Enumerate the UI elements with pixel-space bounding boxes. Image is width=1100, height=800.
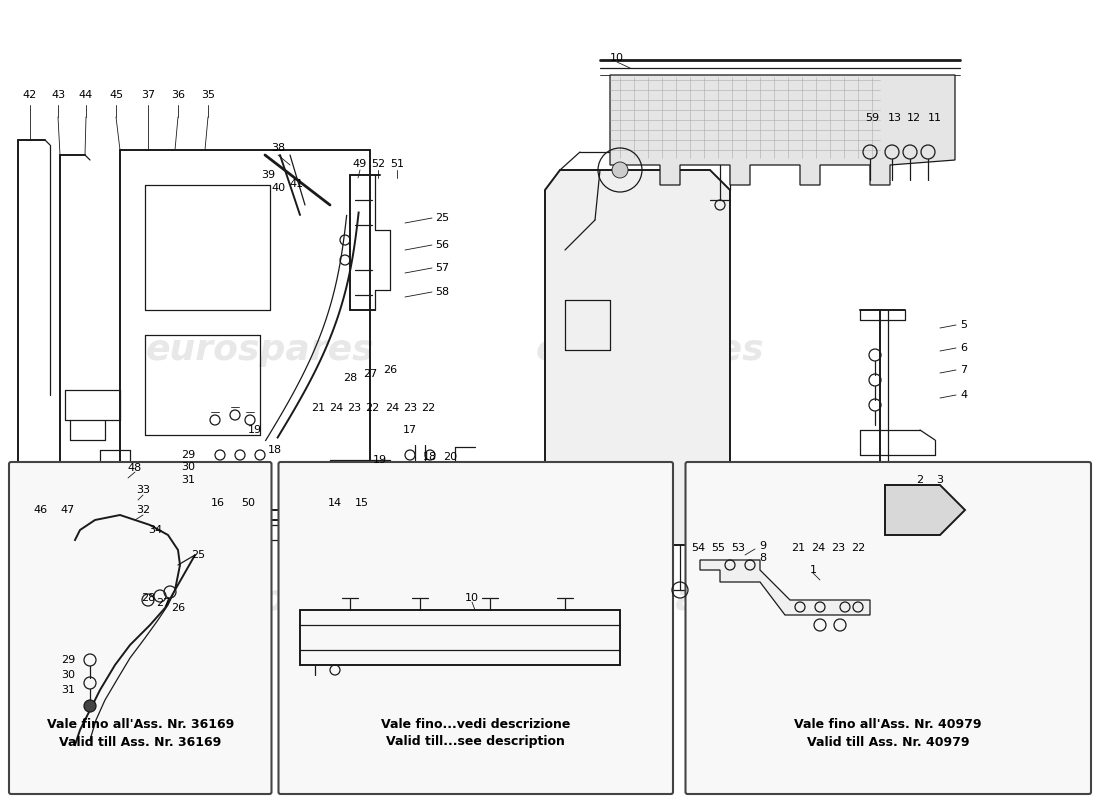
Text: 32: 32 bbox=[136, 505, 150, 515]
Text: 34: 34 bbox=[147, 525, 162, 535]
Text: 44: 44 bbox=[79, 90, 94, 100]
Text: 40: 40 bbox=[271, 183, 285, 193]
Text: 23: 23 bbox=[830, 543, 845, 553]
Text: eurospares: eurospares bbox=[145, 333, 374, 367]
Text: 10: 10 bbox=[610, 53, 624, 63]
Text: 12: 12 bbox=[906, 113, 921, 123]
FancyBboxPatch shape bbox=[278, 462, 673, 794]
Text: 31: 31 bbox=[60, 685, 75, 695]
Text: 2: 2 bbox=[916, 475, 924, 485]
Text: 37: 37 bbox=[141, 90, 155, 100]
Text: 56: 56 bbox=[434, 240, 449, 250]
Text: 25: 25 bbox=[434, 213, 449, 223]
Text: 51: 51 bbox=[390, 159, 404, 169]
Text: Vale fino all'Ass. Nr. 40979: Vale fino all'Ass. Nr. 40979 bbox=[794, 718, 982, 730]
Text: 26: 26 bbox=[383, 365, 397, 375]
Text: 10: 10 bbox=[465, 593, 478, 603]
Text: 26: 26 bbox=[170, 603, 185, 613]
Text: 36: 36 bbox=[170, 90, 185, 100]
Text: 18: 18 bbox=[422, 452, 437, 462]
Text: 6: 6 bbox=[960, 343, 967, 353]
Text: 42: 42 bbox=[23, 90, 37, 100]
Text: 47: 47 bbox=[60, 505, 75, 515]
Text: eurospares: eurospares bbox=[536, 333, 764, 367]
Text: 48: 48 bbox=[128, 463, 142, 473]
Text: 31: 31 bbox=[182, 475, 195, 485]
Text: 14: 14 bbox=[328, 498, 342, 508]
Text: 23: 23 bbox=[346, 403, 361, 413]
Polygon shape bbox=[700, 560, 870, 615]
Text: Vale fino all'Ass. Nr. 36169: Vale fino all'Ass. Nr. 36169 bbox=[46, 718, 234, 730]
Text: 5: 5 bbox=[960, 320, 967, 330]
Polygon shape bbox=[886, 485, 965, 535]
Text: 54: 54 bbox=[691, 543, 705, 553]
Text: 22: 22 bbox=[365, 403, 380, 413]
Text: 46: 46 bbox=[33, 505, 47, 515]
Text: 33: 33 bbox=[136, 485, 150, 495]
Text: 55: 55 bbox=[711, 543, 725, 553]
FancyBboxPatch shape bbox=[685, 462, 1091, 794]
Text: 41: 41 bbox=[289, 179, 304, 189]
Polygon shape bbox=[544, 170, 730, 545]
Text: 17: 17 bbox=[403, 425, 417, 435]
Text: 58: 58 bbox=[434, 287, 449, 297]
Text: 7: 7 bbox=[960, 365, 967, 375]
Text: 57: 57 bbox=[434, 263, 449, 273]
Text: 24: 24 bbox=[385, 403, 399, 413]
FancyBboxPatch shape bbox=[9, 462, 272, 794]
Text: 27: 27 bbox=[363, 369, 377, 379]
Text: 25: 25 bbox=[191, 550, 205, 560]
Text: 22: 22 bbox=[851, 543, 865, 553]
Text: Valid till...see description: Valid till...see description bbox=[386, 735, 565, 749]
Text: eurospares: eurospares bbox=[536, 583, 764, 617]
Text: 15: 15 bbox=[355, 498, 368, 508]
Text: 50: 50 bbox=[241, 498, 255, 508]
Text: 30: 30 bbox=[60, 670, 75, 680]
Text: eurospares: eurospares bbox=[145, 583, 374, 617]
Text: 30: 30 bbox=[182, 462, 195, 472]
Text: 52: 52 bbox=[371, 159, 385, 169]
Text: 59: 59 bbox=[865, 113, 879, 123]
Text: 29: 29 bbox=[60, 655, 75, 665]
Text: 8: 8 bbox=[759, 553, 767, 563]
Text: 3: 3 bbox=[936, 475, 944, 485]
Circle shape bbox=[84, 700, 96, 712]
Text: 4: 4 bbox=[960, 390, 967, 400]
Text: 1: 1 bbox=[810, 565, 816, 575]
Text: 43: 43 bbox=[51, 90, 65, 100]
Text: 19: 19 bbox=[248, 425, 262, 435]
Text: 13: 13 bbox=[888, 113, 902, 123]
Text: 35: 35 bbox=[201, 90, 214, 100]
Text: 23: 23 bbox=[403, 403, 417, 413]
Text: 27: 27 bbox=[156, 598, 170, 608]
Text: 21: 21 bbox=[311, 403, 326, 413]
Text: 9: 9 bbox=[759, 541, 767, 551]
Text: 20: 20 bbox=[443, 452, 458, 462]
Text: 21: 21 bbox=[791, 543, 805, 553]
Text: 29: 29 bbox=[180, 450, 195, 460]
Text: 53: 53 bbox=[732, 543, 745, 553]
Text: 16: 16 bbox=[211, 498, 226, 508]
Text: 45: 45 bbox=[109, 90, 123, 100]
Text: Valid till Ass. Nr. 40979: Valid till Ass. Nr. 40979 bbox=[807, 735, 969, 749]
Polygon shape bbox=[610, 75, 955, 185]
Text: 28: 28 bbox=[141, 593, 155, 603]
Text: 19: 19 bbox=[373, 455, 387, 465]
Text: 11: 11 bbox=[928, 113, 942, 123]
Text: 24: 24 bbox=[329, 403, 343, 413]
Text: 49: 49 bbox=[353, 159, 367, 169]
Text: Valid till Ass. Nr. 36169: Valid till Ass. Nr. 36169 bbox=[59, 735, 221, 749]
Circle shape bbox=[612, 162, 628, 178]
Text: 28: 28 bbox=[343, 373, 358, 383]
Text: 22: 22 bbox=[421, 403, 436, 413]
Text: 18: 18 bbox=[268, 445, 282, 455]
Text: 24: 24 bbox=[811, 543, 825, 553]
Text: 38: 38 bbox=[271, 143, 285, 153]
Text: Vale fino...vedi descrizione: Vale fino...vedi descrizione bbox=[381, 718, 571, 730]
Text: 39: 39 bbox=[261, 170, 275, 180]
